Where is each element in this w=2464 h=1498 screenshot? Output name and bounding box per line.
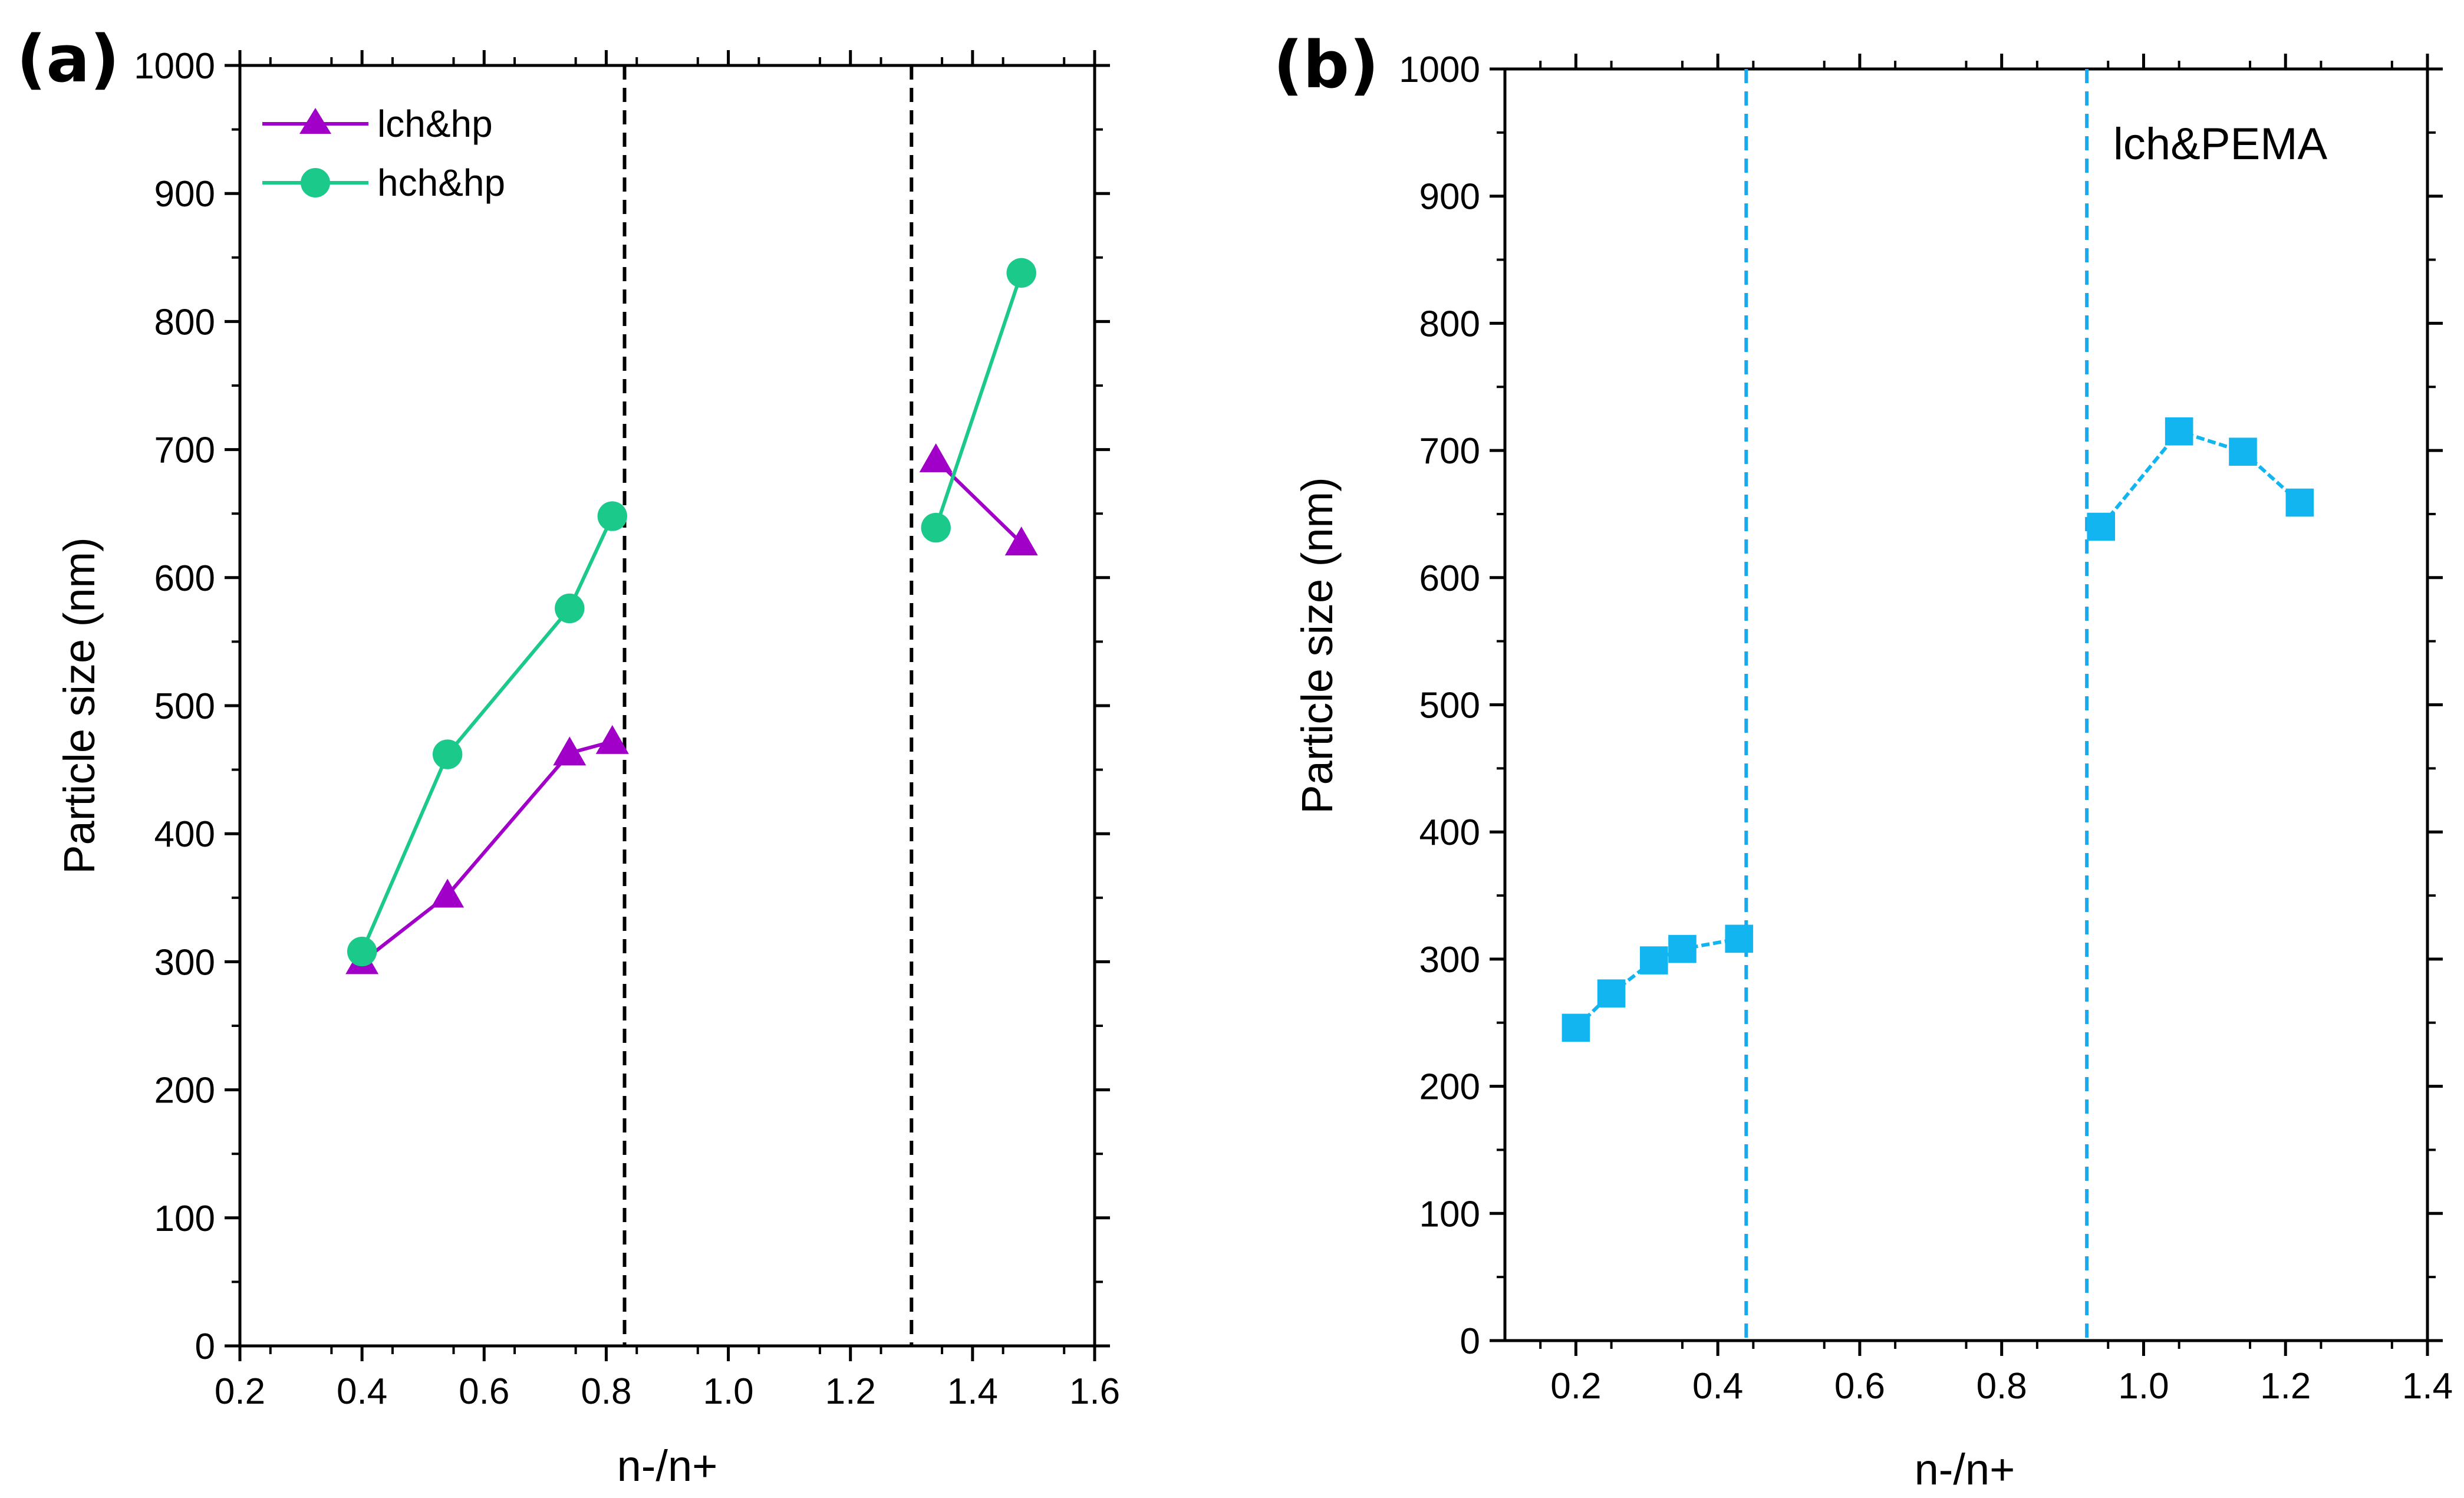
panel-a-label: (a) [17,21,120,97]
panel-b-ytick-label-700: 700 [1419,431,1480,472]
data-point-lch-hp [919,443,953,472]
data-point-lch-hp [553,736,587,766]
panel-a: (a) 0.2 0.4 0.6 0.8 1.0 1.2 1.4 1.6 0 100 200 300 40… [17,21,1120,1490]
data-point-hch-hp [432,739,463,769]
panel-a-xtick-label-1-6: 1.6 [1069,1371,1120,1412]
panel-b-xtick-label-0-4: 0.4 [1692,1366,1743,1407]
data-point-lch-pema [1668,934,1697,963]
data-point-lch-pema [1640,946,1668,974]
panel-a-ytick-label-400: 400 [154,814,215,855]
series-line-hch-hp-1 [360,515,614,953]
panel-b-ytick-label-600: 600 [1419,558,1480,599]
data-point-hch-hp [347,936,377,967]
panel-a-xtick-label-0-8: 0.8 [581,1371,631,1412]
panel-b-ticks: 0.2 0.4 0.6 0.8 1.0 1.2 1.4 0 100 200 300 400 500 600… [1399,50,2453,1407]
panel-a-ytick-label-300: 300 [154,942,215,983]
panel-a-xtick-label-1-4: 1.4 [947,1371,998,1412]
panel-b-ytick-label-0: 0 [1460,1321,1480,1362]
series-line-lch-hp-1 [361,739,613,963]
panel-b-vlines [1744,69,2089,1341]
panel-b-label: (b) [1273,27,1379,103]
series-line-hch-hp-2 [934,272,1023,529]
data-point-hch-hp [1006,258,1036,288]
data-point-lch-pema [2087,512,2116,541]
legend-label-lch-hp: lch&hp [377,103,493,145]
data-point-lch-pema [1562,1013,1590,1042]
panel-b-ytick-label-800: 800 [1419,304,1480,344]
panel-b-y-axis-title: Particle size (nm) [1293,477,1342,814]
panel-a-plot-frame [238,64,1096,1348]
panel-b-ytick-label-400: 400 [1419,812,1480,853]
panel-b-xtick-label-1-2: 1.2 [2260,1366,2311,1407]
panel-a-vlines [622,65,914,1346]
panel-a-ytick-label-900: 900 [154,174,215,215]
data-point-lch-hp [431,878,465,908]
panel-b-ytick-label-1000: 1000 [1399,50,1480,90]
panel-b-ytick-label-100: 100 [1419,1194,1480,1234]
panel-a-ytick-label-700: 700 [154,430,215,471]
panel-a-ytick-label-600: 600 [154,558,215,599]
legend-label-hch-hp: hch&hp [377,162,505,204]
data-point-lch-pema [1725,924,1754,953]
panel-b-series [1562,417,2314,1042]
legend-marker-lch-hp [299,108,331,134]
panel-b: (b) 0.2 0.4 0.6 0.8 1.0 1.2 1.4 0 100 200 300 400 50… [1273,27,2453,1494]
data-point-lch-hp [1004,526,1038,556]
data-point-lch-pema [1597,979,1626,1008]
panel-b-xtick-label-0-2: 0.2 [1550,1366,1601,1407]
data-point-hch-hp [921,512,951,543]
panel-a-xtick-label-0-2: 0.2 [215,1371,265,1412]
panel-a-xtick-label-0-6: 0.6 [459,1371,509,1412]
panel-a-xtick-label-0-4: 0.4 [337,1371,387,1412]
legend-marker-hch-hp [301,168,330,197]
panel-a-ytick-label-0: 0 [195,1326,215,1367]
panel-a-xtick-label-1-0: 1.0 [703,1371,753,1412]
panel-b-plot-frame [1503,67,2429,1342]
panel-a-series [345,258,1038,974]
panel-a-ytick-label-800: 800 [154,302,215,343]
series-line-lch-pema-2 [2099,429,2301,528]
panel-a-legend: lch&hp hch&hp [262,103,505,204]
series-line-lch-hp-2 [934,458,1023,545]
panel-b-ytick-label-200: 200 [1419,1067,1480,1108]
panel-b-xtick-label-1-0: 1.0 [2118,1366,2169,1407]
data-point-lch-pema [2285,488,2314,517]
data-point-hch-hp [555,593,585,624]
panel-a-x-axis-title: n-/n+ [617,1441,718,1490]
panel-a-ytick-label-500: 500 [154,686,215,727]
panel-b-ytick-label-300: 300 [1419,940,1480,980]
panel-a-ytick-label-200: 200 [154,1071,215,1111]
data-point-lch-pema [2229,437,2257,466]
panel-a-ytick-label-100: 100 [154,1199,215,1239]
panel-b-xtick-label-0-6: 0.6 [1834,1366,1885,1407]
panel-a-ticks: 0.2 0.4 0.6 0.8 1.0 1.2 1.4 1.6 0 100 200 300 400 500… [134,46,1120,1412]
panel-a-y-axis-title: Particle size (nm) [55,537,104,874]
panel-b-ytick-label-500: 500 [1419,686,1480,726]
panel-b-xtick-label-1-4: 1.4 [2402,1366,2453,1407]
data-point-hch-hp [597,501,627,531]
data-point-lch-pema [2165,417,2193,446]
panel-a-xtick-label-1-2: 1.2 [825,1371,876,1412]
data-point-lch-hp [595,725,629,754]
panel-b-x-axis-title: n-/n+ [1915,1445,2015,1494]
panel-b-annotation: lch&PEMA [2113,119,2328,169]
panel-b-xtick-label-0-8: 0.8 [1977,1366,2027,1407]
panel-a-ytick-label-1000: 1000 [134,46,215,87]
panel-b-ytick-label-900: 900 [1419,177,1480,218]
